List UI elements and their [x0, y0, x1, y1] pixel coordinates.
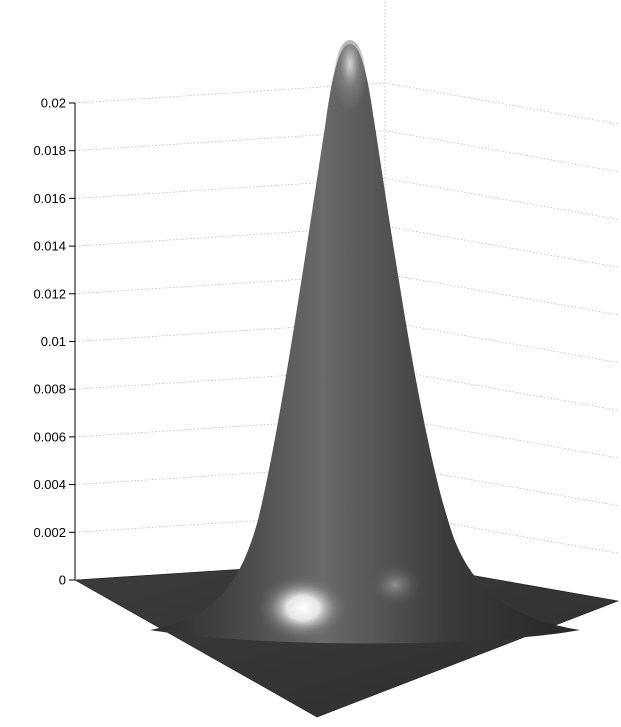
z-gridline-right [384, 321, 619, 363]
z-tick-label: 0.016 [33, 191, 66, 206]
z-gridline-right [384, 130, 619, 173]
z-tick-label: 0.008 [33, 382, 66, 397]
z-gridline-left [74, 178, 386, 199]
z-gridline-right [384, 178, 619, 220]
z-gridline-right [384, 273, 619, 316]
peak-tip-highlight [334, 40, 366, 120]
z-axis-ticks: 0 0.002 0.004 0.006 0.008 0.01 0.012 0.014 0.016… [33, 96, 75, 588]
z-gridline-left [74, 511, 386, 533]
z-tick-label: 0.006 [33, 429, 66, 444]
z-gridline-left [74, 130, 386, 152]
z-gridline-left [74, 225, 386, 247]
z-gridline-right [384, 82, 619, 125]
z-gridline-left [74, 82, 386, 104]
z-tick-label: 0.01 [41, 334, 66, 349]
surface-peak [150, 44, 580, 644]
z-tick-label: 0.004 [33, 477, 66, 492]
base-specular-highlight [257, 574, 349, 642]
z-gridline-right [384, 368, 619, 411]
z-tick-label: 0.014 [33, 239, 66, 254]
z-tick-label: 0.012 [33, 286, 66, 301]
base-secondary-highlight [369, 563, 421, 607]
z-gridline-left [74, 416, 386, 438]
z-tick-label: 0.018 [33, 143, 66, 158]
z-gridline-right [384, 225, 619, 268]
z-gridline-left [74, 321, 386, 342]
z-gridline-left [74, 273, 386, 295]
z-tick-label: 0 [59, 573, 66, 588]
z-tick-label: 0.002 [33, 525, 66, 540]
z-gridline-left [74, 368, 386, 390]
z-gridline-left [74, 464, 386, 485]
z-tick-label: 0.02 [41, 96, 66, 111]
